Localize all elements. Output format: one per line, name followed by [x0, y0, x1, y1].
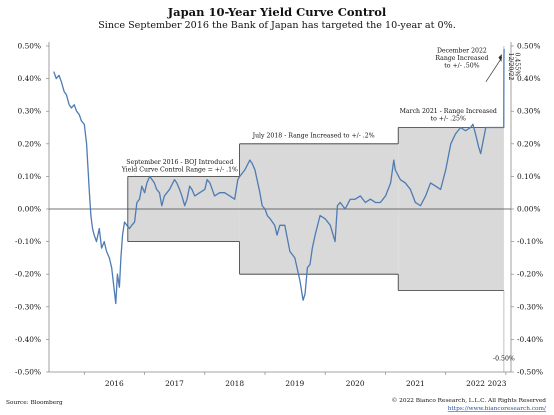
- annotation-mar-2021: to +/- .25%: [431, 116, 466, 123]
- annotation-dec-2022: to +/- .50%: [444, 62, 479, 69]
- y-tick-right-label: 0.00%: [517, 205, 540, 214]
- y-tick-left-label: 0.40%: [18, 74, 41, 83]
- y-tick-right-label: -0.30%: [517, 302, 543, 311]
- y-tick-left-label: 0.10%: [18, 172, 41, 181]
- x-tick-label: 2019: [285, 379, 304, 388]
- website-link[interactable]: https://www.biancoresearch.com/: [448, 406, 546, 412]
- lower-bound-value-label: -0.50%: [493, 356, 515, 363]
- spike-value-label: 0.455%: [513, 53, 520, 77]
- chart-title: Japan 10-Year Yield Curve Control: [167, 5, 387, 19]
- annotation-dec-2022: Range Increased: [435, 55, 488, 62]
- y-tick-left-label: 0.00%: [18, 205, 41, 214]
- y-tick-left-label: 0.50%: [18, 42, 41, 51]
- y-tick-right-label: 0.10%: [517, 172, 540, 181]
- y-tick-left-label: -0.20%: [15, 270, 41, 279]
- y-tick-left-label: -0.50%: [15, 368, 41, 377]
- x-tick-label: 2021: [406, 379, 425, 388]
- y-tick-left-label: -0.30%: [15, 302, 41, 311]
- x-tick-label: 2016: [105, 379, 124, 388]
- yield-series: [53, 48, 505, 305]
- y-tick-left-label: 0.20%: [18, 139, 41, 148]
- y-tick-right-label: 0.20%: [517, 139, 540, 148]
- x-tick-label: 2018: [225, 379, 244, 388]
- y-tick-left-label: 0.30%: [18, 107, 41, 116]
- y-tick-right-label: -0.20%: [517, 270, 543, 279]
- annotation-dec-2022: December 2022: [437, 48, 487, 55]
- x-tick-label: 2017: [165, 379, 184, 388]
- annotation-dec-2022-arrow-line: [485, 57, 503, 83]
- annotation-jul-2018: July 2018 - Range Increased to +/- .2%: [252, 132, 375, 139]
- chart-subtitle: Since September 2016 the Bank of Japan h…: [98, 20, 456, 31]
- x-tick-label: 2020: [346, 379, 365, 388]
- annotation-sep-2016: September 2016 - BOJ Introduced: [126, 159, 233, 166]
- y-tick-right-label: 0.40%: [517, 74, 540, 83]
- chart-axes: 0.50% 0.50% 0.40% 0.40% 0.30% 0.30% 0.20% 0.20%…: [15, 42, 543, 389]
- x-tick-label: 2022: [466, 379, 485, 388]
- annotation-mar-2021: March 2021 - Range Increased: [400, 108, 497, 115]
- y-tick-right-label: -0.40%: [517, 335, 543, 344]
- annotation-dec-2022-arrow-head: [498, 54, 502, 62]
- y-tick-right-label: -0.10%: [517, 237, 543, 246]
- x-tick-label: 2023: [488, 379, 507, 388]
- annotation-sep-2016: Yield Curve Control Range = +/- .1%: [121, 166, 238, 173]
- y-tick-right-label: 0.30%: [517, 107, 540, 116]
- copyright-label: © 2022 Bianco Research, L.L.C. All Right…: [392, 397, 547, 404]
- y-tick-left-label: -0.40%: [15, 335, 41, 344]
- y-tick-right-label: 0.50%: [517, 42, 540, 51]
- series-line-1: [53, 48, 505, 305]
- source-label: Source: Bloomberg: [6, 400, 63, 406]
- y-tick-left-label: -0.10%: [15, 237, 41, 246]
- y-tick-right-label: -0.50%: [517, 368, 543, 377]
- chart-footer: Source: Bloomberg © 2022 Bianco Research,…: [6, 397, 546, 412]
- spike-value-label: 12/20/22: [507, 53, 514, 81]
